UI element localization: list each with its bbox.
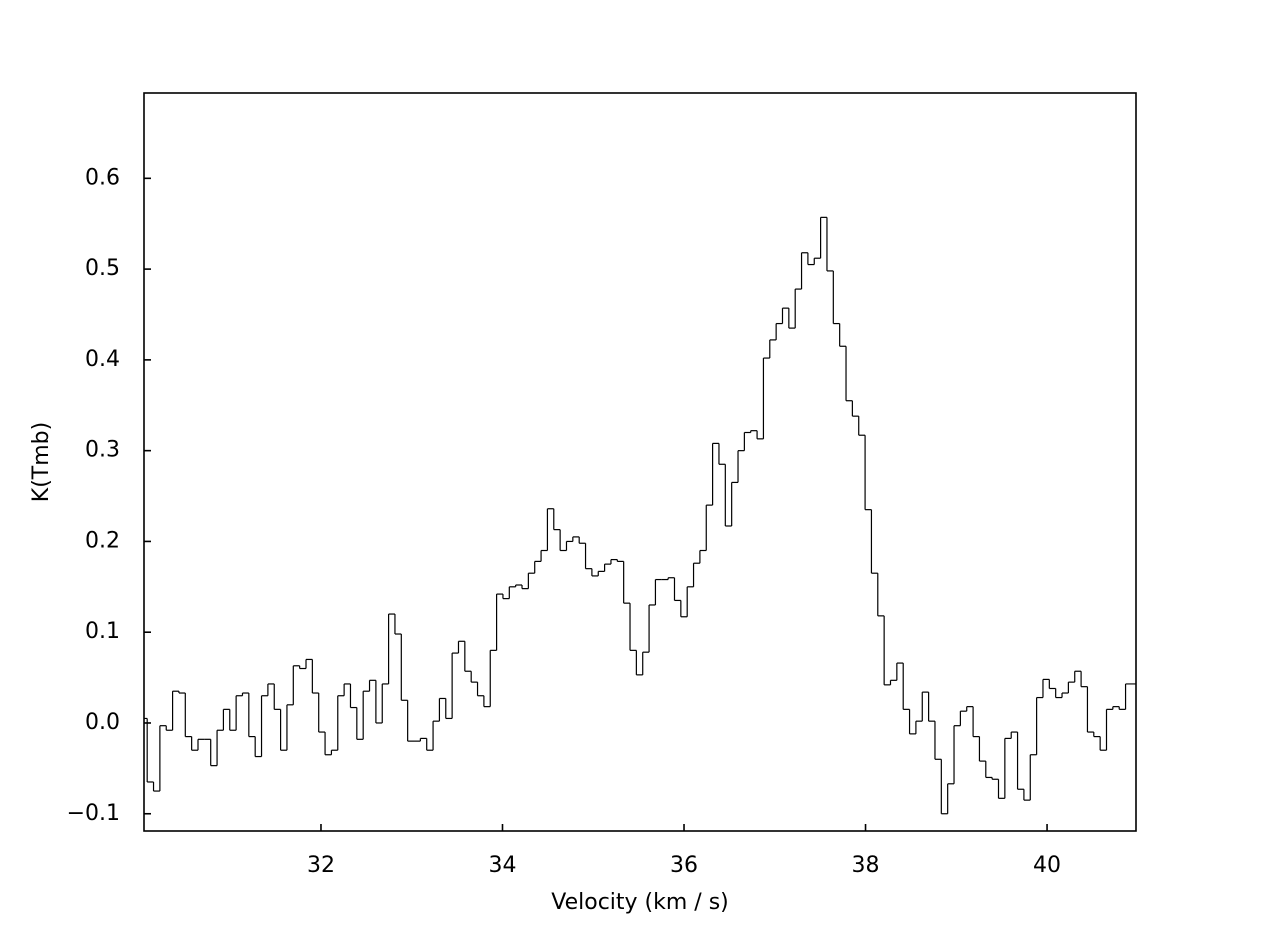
y-axis-label: K(Tmb) [29,422,54,502]
y-tick-label: 0.6 [85,165,120,190]
y-tick-label: 0.4 [85,347,120,372]
x-tick-label: 38 [852,853,880,878]
y-tick-label: 0.2 [85,528,120,553]
plot-area [144,216,1136,815]
x-tick-label: 34 [488,853,516,878]
x-tick-label: 36 [670,853,698,878]
x-tick-label: 40 [1033,853,1061,878]
y-tick-label: 0.0 [85,710,120,735]
x-axis-label: Velocity (km / s) [551,890,729,915]
y-tick-label: 0.1 [85,619,120,644]
y-tick-label: −0.1 [67,801,120,826]
y-tick-label: 0.3 [85,438,120,463]
y-tick-label: 0.5 [85,256,120,281]
x-tick-label: 32 [307,853,335,878]
axes-frame [143,92,1137,832]
